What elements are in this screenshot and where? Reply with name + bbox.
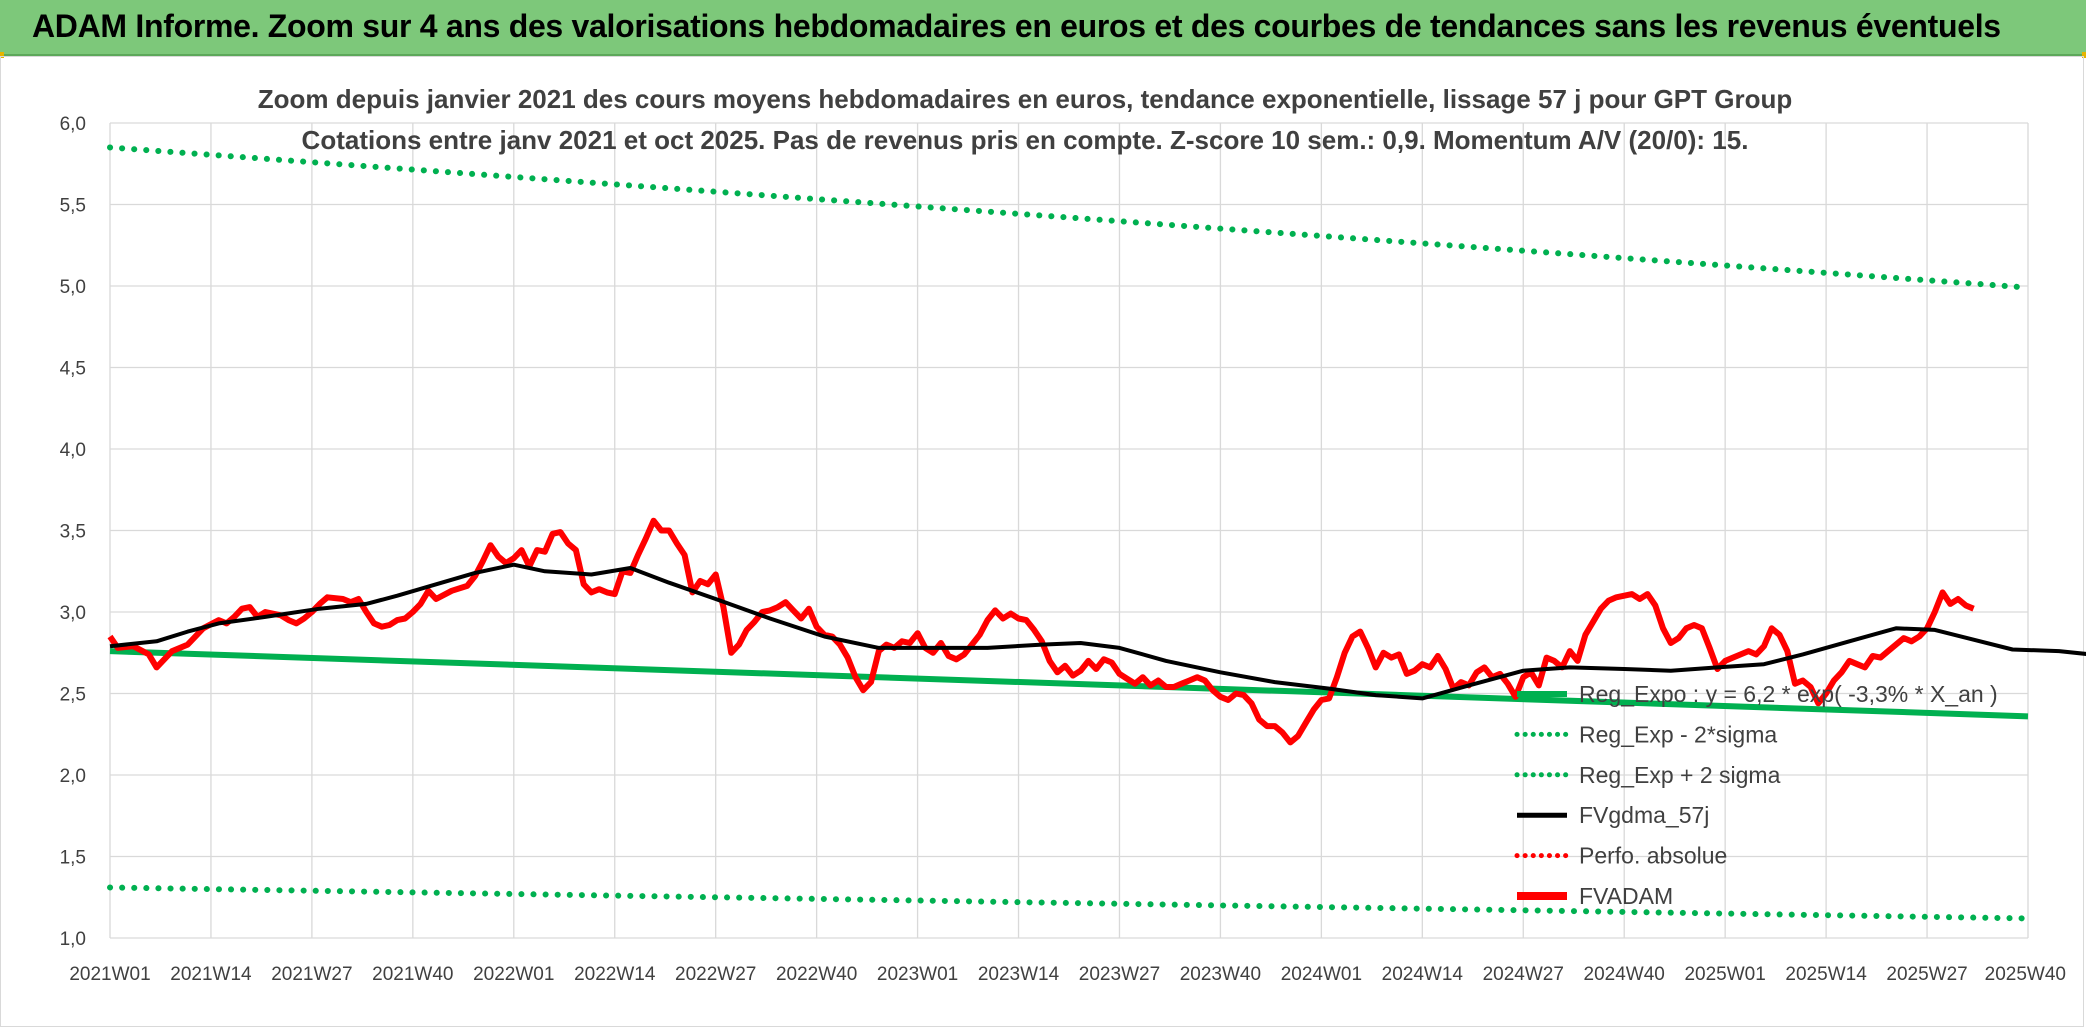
x-tick-label: 2024W01	[1281, 964, 1362, 985]
series-fvadam	[107, 517, 1975, 746]
chart-title-line-2: Cotations entre janv 2021 et oct 2025. P…	[302, 125, 1749, 155]
series-reg-expo	[109, 648, 2029, 720]
legend-label: FVgdma_57j	[1579, 802, 1709, 828]
x-axis-ticks: 2021W01 2021W14 2021W27 2021W40 2022W01 2022W…	[69, 964, 2066, 985]
y-tick-label: 3,0	[60, 603, 86, 624]
y-tick-label: 2,5	[60, 685, 86, 706]
y-tick-label: 3,5	[60, 522, 86, 543]
y-tick-label: 1,5	[60, 848, 86, 869]
x-tick-label: 2023W14	[978, 964, 1060, 985]
legend-label: Reg_Expo : y = 6,2 * exp( -3,3% * X_an )	[1579, 681, 1998, 707]
banner-accent-left	[0, 52, 4, 58]
y-axis-ticks: 1,0 1,5 2,0 2,5 3,0 3,5 4,0 4,5 5,0 5,5 6,0	[60, 114, 86, 950]
chart-series	[107, 144, 2086, 922]
x-tick-label: 2025W14	[1785, 964, 1867, 985]
legend-label: Reg_Exp + 2 sigma	[1579, 762, 1781, 788]
x-tick-label: 2025W01	[1684, 964, 1765, 985]
y-tick-label: 4,0	[60, 440, 86, 461]
legend-label: FVADAM	[1579, 883, 1673, 909]
x-tick-label: 2021W40	[372, 964, 453, 985]
y-tick-label: 6,0	[60, 114, 86, 135]
series-reg-exp-plus-2-sigma	[107, 144, 2031, 291]
x-tick-label: 2022W01	[473, 964, 554, 985]
x-tick-label: 2022W14	[574, 964, 656, 985]
report-banner: ADAM Informe. Zoom sur 4 ans des valoris…	[0, 0, 2086, 56]
y-tick-label: 5,5	[60, 196, 86, 217]
x-tick-label: 2025W27	[1886, 964, 1967, 985]
x-tick-label: 2023W01	[877, 964, 958, 985]
x-tick-label: 2021W14	[170, 964, 252, 985]
y-tick-label: 5,0	[60, 277, 86, 298]
series-reg-exp-minus-2-sigma	[107, 884, 2031, 922]
y-tick-label: 1,0	[60, 929, 86, 950]
x-tick-label: 2022W27	[675, 964, 756, 985]
x-tick-label: 2024W27	[1483, 964, 1564, 985]
y-tick-label: 4,5	[60, 359, 86, 380]
chart-legend: Reg_Expo : y = 6,2 * exp( -3,3% * X_an )…	[1514, 681, 1998, 909]
chart-grid	[109, 122, 2029, 939]
x-tick-label: 2025W40	[1985, 964, 2066, 985]
series-fvgdma-57j	[109, 562, 2086, 701]
x-tick-label: 2021W01	[69, 964, 150, 985]
x-tick-label: 2023W40	[1180, 964, 1261, 985]
x-tick-label: 2023W27	[1079, 964, 1160, 985]
legend-label: Reg_Exp - 2*sigma	[1579, 721, 1777, 747]
x-tick-label: 2024W40	[1584, 964, 1665, 985]
banner-accent-right	[2082, 52, 2086, 58]
x-tick-label: 2022W40	[776, 964, 857, 985]
x-tick-label: 2021W27	[271, 964, 352, 985]
report-title: ADAM Informe. Zoom sur 4 ans des valoris…	[32, 8, 2001, 44]
chart-frame	[0, 56, 2084, 1027]
y-tick-label: 2,0	[60, 766, 86, 787]
legend-label: Perfo. absolue	[1579, 843, 1727, 869]
x-tick-label: 2024W14	[1382, 964, 1464, 985]
chart-title-line-1: Zoom depuis janvier 2021 des cours moyen…	[258, 84, 1792, 114]
